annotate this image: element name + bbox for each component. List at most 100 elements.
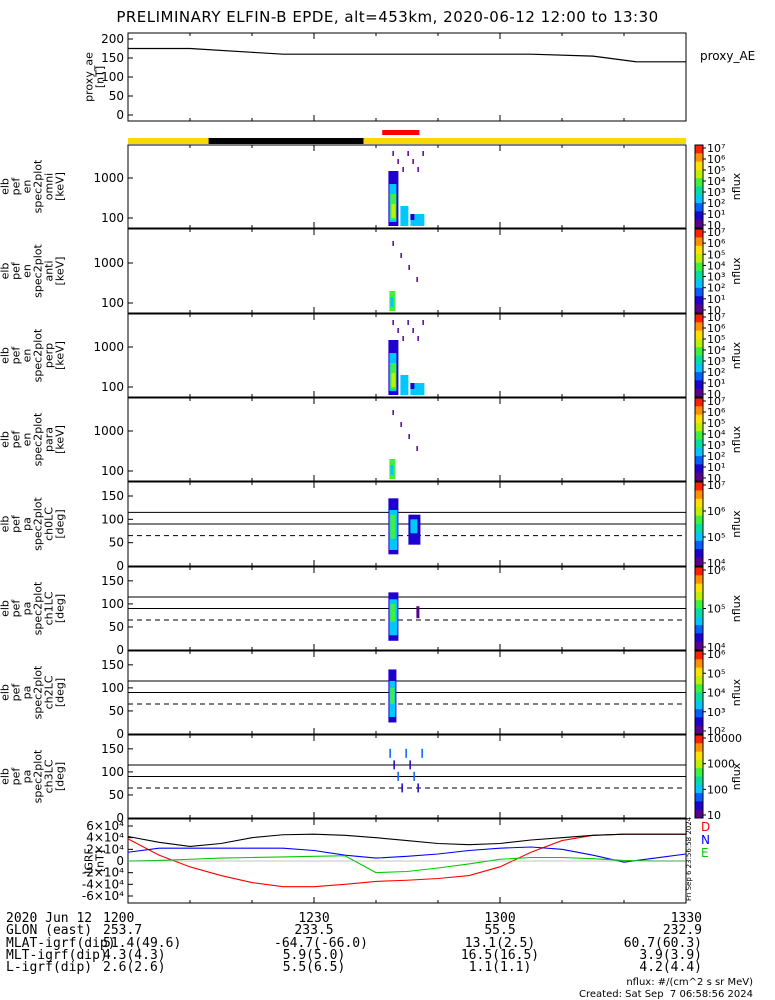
colorbar-segment bbox=[695, 229, 703, 238]
colorbar-segment bbox=[695, 414, 703, 424]
colorbar-segment bbox=[695, 532, 703, 542]
y-axis-label: elb bbox=[0, 684, 12, 701]
colorbar-tick-label: 10 bbox=[707, 809, 721, 822]
colorbar-segment bbox=[695, 633, 703, 643]
ephemeris-value: 60.7(60.3) bbox=[623, 935, 702, 951]
ephemeris-value: 55.5 bbox=[484, 923, 516, 939]
y-axis-label: spec2plot bbox=[32, 749, 45, 803]
colorbar-segment bbox=[695, 145, 703, 154]
y-axis-label: pef bbox=[10, 261, 23, 280]
colorbar-tick-label: 10¹ bbox=[707, 461, 725, 474]
colorbar-segment bbox=[695, 725, 703, 735]
orbit-bar-eclipse bbox=[208, 138, 364, 144]
y-tick-label: -6×10⁴ bbox=[82, 889, 124, 903]
colorbar-segment bbox=[695, 254, 703, 264]
colorbar-tick-label: 10⁴ bbox=[707, 557, 726, 570]
y-tick-label: 1000 bbox=[93, 340, 124, 354]
colorbar-tick-label: 10 bbox=[707, 219, 721, 232]
y-axis-label: en bbox=[21, 180, 34, 194]
colorbar-label: nflux bbox=[730, 678, 743, 706]
y-axis-label: pa bbox=[21, 686, 34, 700]
spectrogram-mark bbox=[392, 241, 394, 246]
colorbar-frame bbox=[694, 734, 704, 819]
colorbar-segment bbox=[695, 355, 703, 365]
y-axis-label: elb bbox=[0, 516, 12, 533]
spectrogram-mark bbox=[392, 151, 394, 156]
colorbar-frame bbox=[694, 144, 704, 229]
colorbar-segment bbox=[695, 388, 703, 398]
spectrogram-mark bbox=[391, 204, 396, 218]
colorbar-label: nflux bbox=[730, 510, 743, 538]
y-axis-label: [deg] bbox=[54, 594, 67, 623]
ephemeris-value: 1330 bbox=[670, 911, 702, 926]
colorbar-tick-label: 10⁶ bbox=[707, 648, 726, 661]
colorbar-segment bbox=[695, 709, 703, 718]
colorbar-segment bbox=[695, 768, 703, 777]
colorbar-segment bbox=[695, 625, 703, 634]
colorbar-tick-label: 10⁴ bbox=[707, 344, 726, 357]
colorbar-tick-label: 10⁴ bbox=[707, 641, 726, 654]
colorbar-segment bbox=[695, 203, 703, 212]
y-axis-label: spec2plot bbox=[32, 328, 45, 382]
colorbar-tick-label: 10⁶ bbox=[707, 153, 726, 166]
y-tick-label: 150 bbox=[101, 574, 124, 588]
colorbar-segment bbox=[695, 422, 703, 432]
ephemeris-value: 232.9 bbox=[662, 923, 702, 939]
y-axis-label: en bbox=[21, 433, 34, 447]
colorbar-segment bbox=[695, 245, 703, 255]
colorbar-label: nflux bbox=[730, 172, 743, 200]
spectrogram-mark bbox=[400, 375, 409, 395]
y-axis-label: spec2plot bbox=[32, 244, 45, 298]
y-axis-label: pa bbox=[21, 770, 34, 784]
colorbar-segment bbox=[695, 380, 703, 390]
y-tick-label: 100 bbox=[101, 296, 124, 310]
y-axis-label: pef bbox=[10, 430, 23, 449]
colorbar-segment bbox=[695, 169, 703, 179]
igrf-legend-D: D bbox=[701, 820, 710, 834]
pitch-angle-mark bbox=[416, 606, 420, 619]
pitch-angle-mark bbox=[390, 603, 396, 622]
spectrogram-mark bbox=[412, 159, 414, 164]
colorbar-segment bbox=[695, 194, 703, 204]
colorbar-segment bbox=[695, 575, 703, 585]
ephemeris-value: 51.4(49.6) bbox=[103, 935, 182, 951]
proxy-ae-line bbox=[128, 47, 686, 63]
ephemeris-value: 1200 bbox=[103, 911, 135, 926]
colorbar-tick-label: 10⁵ bbox=[707, 333, 725, 346]
panel-frame-3 bbox=[127, 313, 687, 398]
spectrogram-mark bbox=[417, 336, 419, 341]
y-axis-label: [deg] bbox=[54, 678, 67, 707]
igrf-line-total bbox=[127, 833, 686, 847]
colorbar-tick-label: 10³ bbox=[707, 186, 725, 199]
y-axis-label: elb bbox=[0, 178, 12, 195]
y-tick-label: 150 bbox=[101, 658, 124, 672]
colorbar-segment bbox=[695, 515, 703, 525]
ephemeris-value: 5.5(6.5) bbox=[282, 960, 346, 976]
y-axis-label: [deg] bbox=[54, 762, 67, 791]
colorbar-segment bbox=[695, 490, 703, 500]
colorbar-tick-label: 10⁶ bbox=[707, 237, 726, 250]
spectrogram-mark bbox=[416, 446, 418, 451]
ephemeris-value: 13.1(2.5) bbox=[464, 935, 536, 951]
pitch-angle-mark bbox=[390, 514, 396, 539]
y-axis-label: pa bbox=[21, 517, 34, 531]
ephemeris-value: 5.9(5.0) bbox=[282, 947, 346, 963]
colorbar-segment bbox=[695, 616, 703, 626]
colorbar-segment bbox=[695, 549, 703, 559]
y-tick-label: 100 bbox=[101, 681, 124, 695]
colorbar-tick-label: 10¹ bbox=[707, 293, 725, 306]
colorbar-segment bbox=[695, 684, 703, 693]
colorbar-tick-label: 10² bbox=[707, 282, 725, 295]
colorbar-tick-label: 10⁷ bbox=[707, 226, 725, 239]
colorbar-tick-label: 10¹ bbox=[707, 208, 725, 221]
spectrogram-mark bbox=[400, 253, 402, 258]
colorbar-segment bbox=[695, 330, 703, 340]
colorbar-segment bbox=[695, 439, 703, 449]
spectrogram-mark bbox=[407, 320, 409, 325]
pitch-angle-mark bbox=[390, 687, 395, 704]
y-axis-label: perp bbox=[43, 343, 56, 368]
y-axis-label: spec2plot bbox=[32, 497, 45, 551]
spectrogram-mark bbox=[417, 167, 419, 172]
spectrogram-mark bbox=[402, 167, 404, 172]
y-axis-label: elb bbox=[0, 431, 12, 448]
